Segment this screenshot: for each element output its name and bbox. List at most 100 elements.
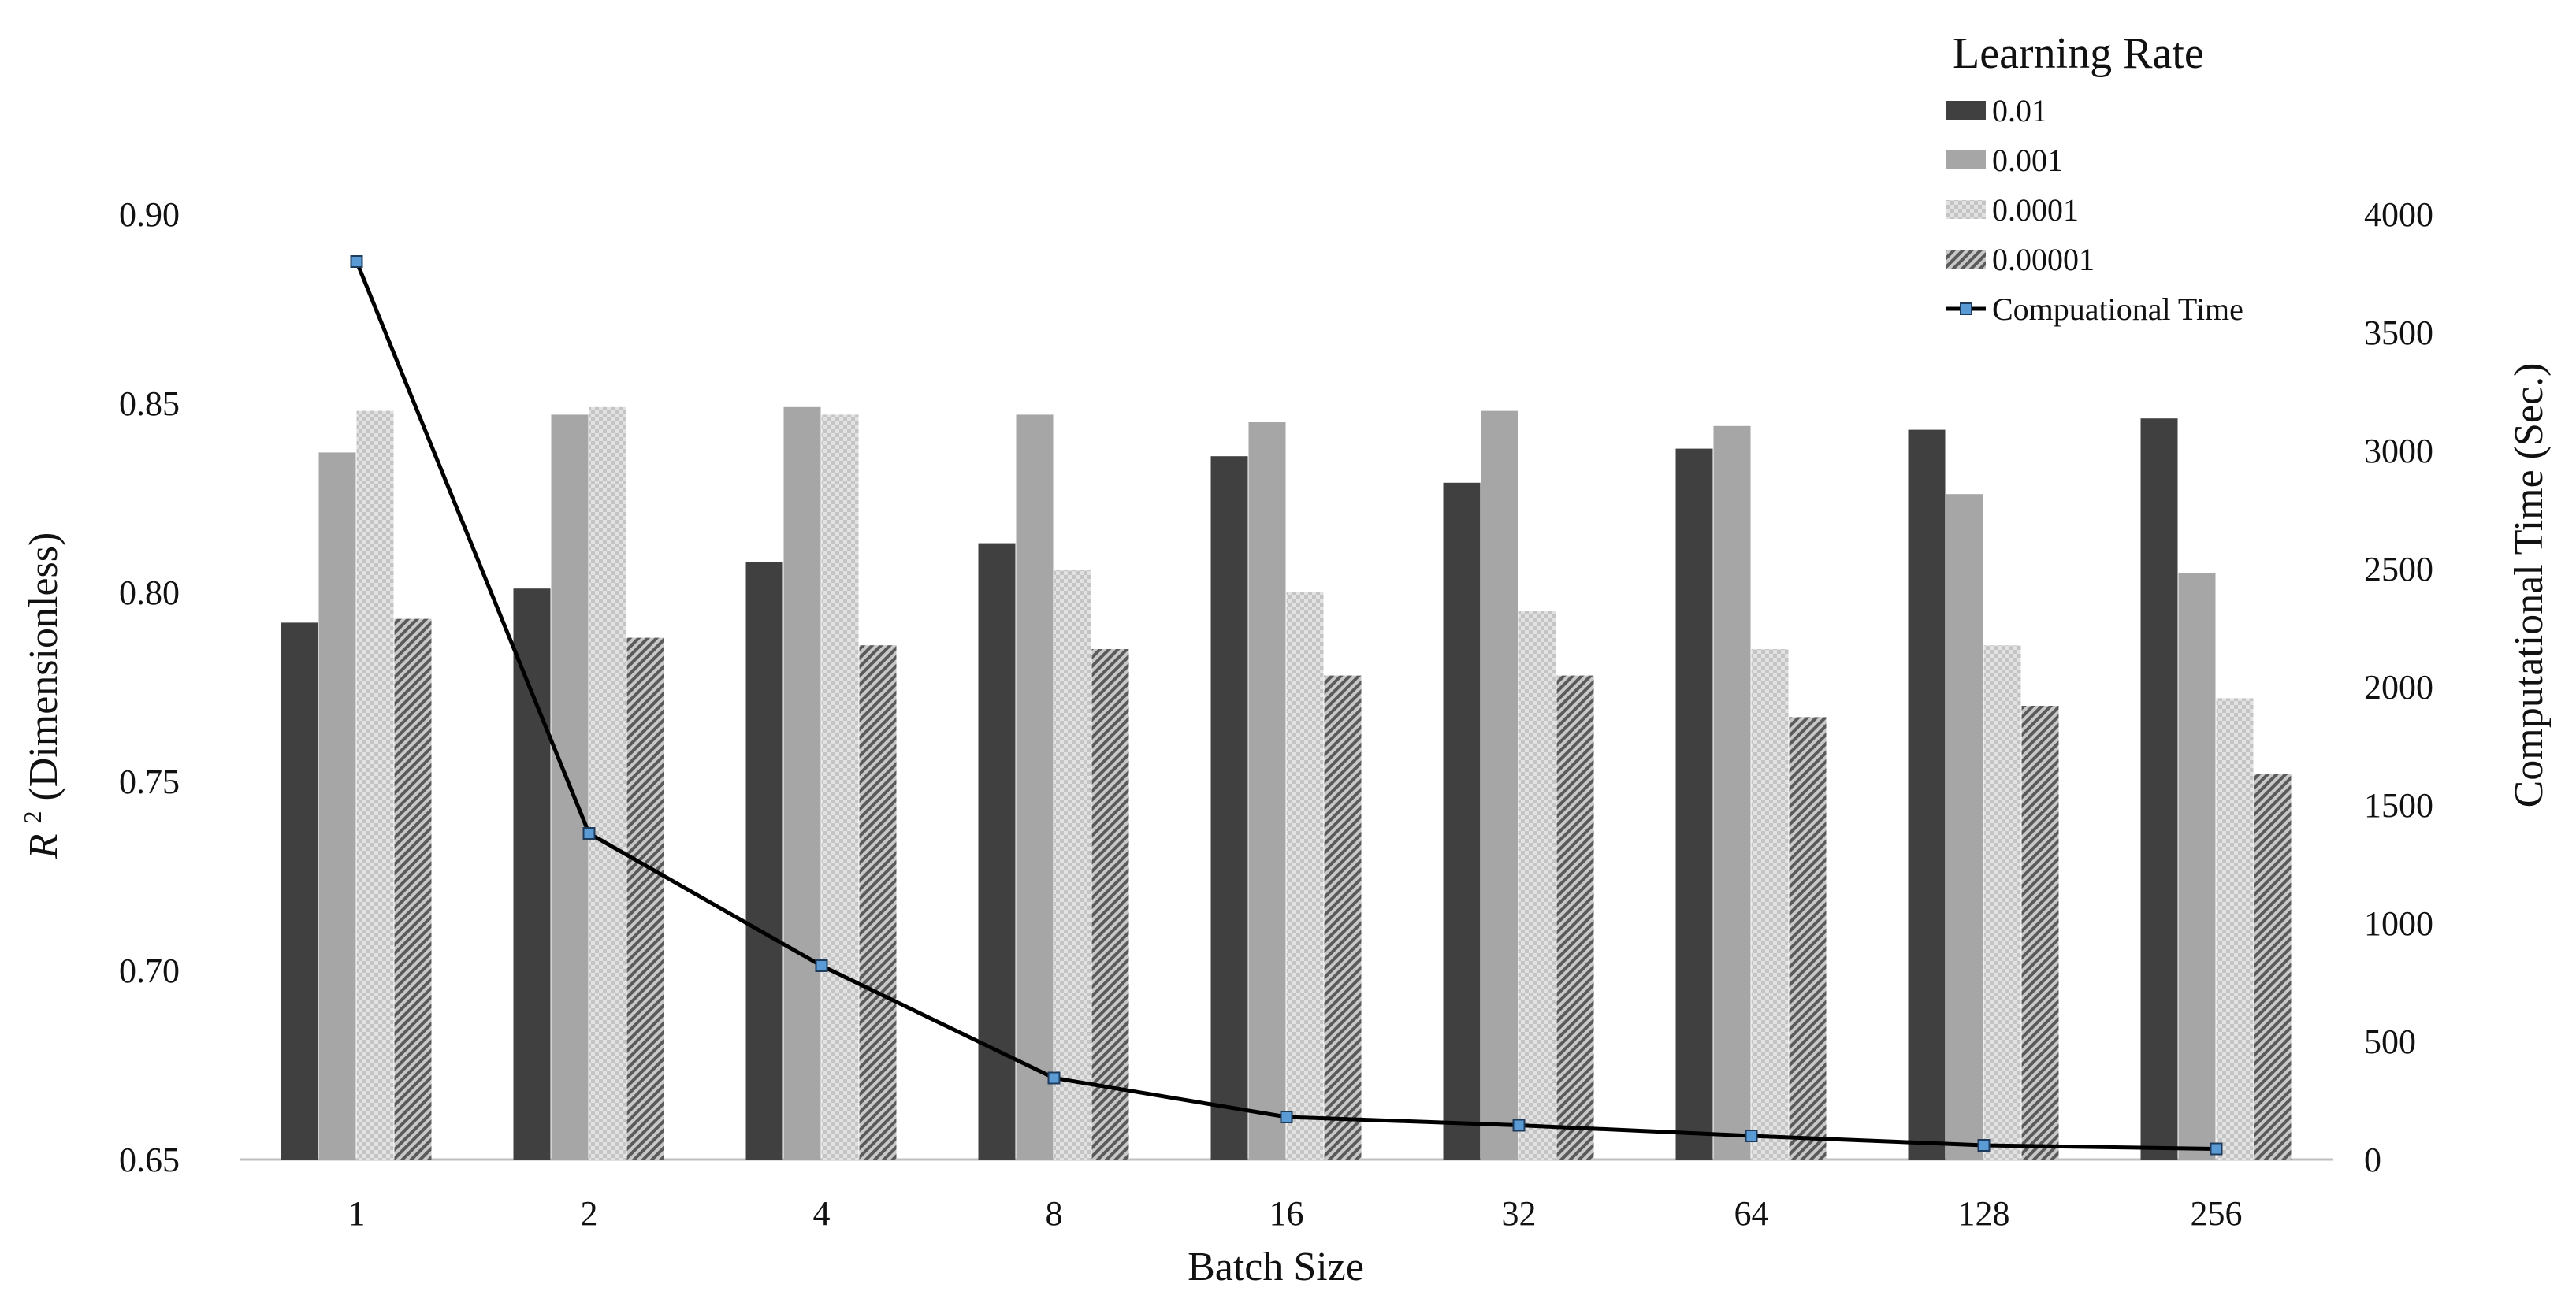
legend-swatch (1946, 200, 1986, 219)
x-tick-label: 32 (1502, 1194, 1537, 1233)
time-marker (815, 959, 828, 972)
x-tick-label: 16 (1269, 1194, 1304, 1233)
bar (1054, 570, 1091, 1160)
bar (1789, 717, 1827, 1160)
y2-tick-label: 0 (2364, 1141, 2381, 1179)
bars-layer (281, 406, 2292, 1160)
bar (1016, 414, 1054, 1160)
y2-tick-label: 3500 (2364, 314, 2433, 352)
y2-tick-label: 2500 (2364, 550, 2433, 588)
legend-label: 0.00001 (1992, 242, 2095, 277)
y-axis-title: R 2 (Dimensionless) (6, 532, 66, 860)
bar (783, 406, 821, 1160)
x-tick-label: 2 (581, 1194, 598, 1233)
legend-label: Compuational Time (1992, 291, 2243, 327)
legend-item: 0.001 (1946, 143, 2063, 178)
y-axis-right: 0 500 1000 1500 2000 2500 3000 3500 4000 (2364, 195, 2433, 1179)
bar (1248, 422, 1286, 1160)
bar (318, 452, 356, 1160)
bar (626, 637, 664, 1160)
y2-tick-label: 1500 (2364, 786, 2433, 825)
bar (1286, 592, 1324, 1160)
bar (978, 543, 1016, 1160)
y2-tick-label: 2000 (2364, 668, 2433, 707)
bar (821, 414, 859, 1160)
legend-item: 0.00001 (1946, 242, 2095, 277)
y2-tick-label: 500 (2364, 1022, 2416, 1061)
bar (745, 562, 783, 1160)
legend: Learning Rate 0.01 0.001 0.0001 0.00001 Comp… (1946, 29, 2243, 327)
x-tick-label: 4 (813, 1194, 831, 1233)
time-marker (1512, 1119, 1526, 1132)
legend-title: Learning Rate (1953, 29, 2204, 78)
bar (1210, 456, 1248, 1160)
legend-item: 0.01 (1946, 93, 2047, 128)
y2-axis-title: Computational Time (Sec.) (2507, 363, 2552, 808)
legend-label: 0.01 (1992, 93, 2047, 128)
bar (859, 645, 897, 1160)
bar (1675, 448, 1713, 1160)
y-axis-title-r: R (21, 834, 66, 860)
legend-swatch (1946, 250, 1986, 269)
legend-marker-swatch (1960, 302, 1972, 315)
legend-swatch (1946, 101, 1986, 120)
line-layer (350, 255, 2223, 1156)
legend-item: Compuational Time (1946, 291, 2243, 327)
bar (1713, 425, 1751, 1160)
bar (2254, 774, 2292, 1160)
bar (2140, 418, 2178, 1160)
y-axis-title-sup: 2 (18, 811, 46, 824)
x-axis: 1 2 4 8 16 32 64 128 256 (240, 1158, 2333, 1233)
bar (1443, 482, 1481, 1160)
series-0.01 (281, 418, 2178, 1160)
bar (2216, 698, 2254, 1160)
bar (589, 406, 626, 1160)
bar (513, 588, 551, 1160)
y-tick-label: 0.75 (119, 763, 180, 801)
bar (1983, 645, 2021, 1160)
y-axis-left: 0.65 0.70 0.75 0.80 0.85 0.90 (119, 195, 180, 1179)
series-0.001 (318, 406, 2216, 1160)
bar (356, 410, 394, 1160)
time-marker (1047, 1071, 1061, 1085)
y-tick-label: 0.90 (119, 195, 180, 234)
bar (1908, 429, 1946, 1160)
y2-tick-label: 3000 (2364, 432, 2433, 470)
x-axis-title: Batch Size (1188, 1245, 1364, 1289)
time-marker (1745, 1130, 1758, 1142)
bar (2178, 573, 2216, 1160)
legend-label: 0.001 (1992, 143, 2063, 178)
bar (1091, 649, 1129, 1160)
x-tick-label: 128 (1958, 1194, 2010, 1233)
bar (1518, 611, 1556, 1160)
bar (394, 618, 432, 1160)
series-0.0001 (356, 406, 2254, 1160)
bar (281, 622, 318, 1160)
series-0.00001 (394, 618, 2292, 1160)
legend-item: 0.0001 (1946, 192, 2079, 228)
y-axis-title-rest: (Dimensionless) (21, 532, 66, 801)
bar (1481, 410, 1518, 1160)
bar (1946, 494, 1983, 1160)
x-tick-label: 256 (2191, 1194, 2243, 1233)
time-marker (1977, 1139, 1991, 1152)
bar (2021, 706, 2059, 1160)
x-tick-label: 8 (1046, 1194, 1063, 1233)
legend-swatch (1946, 150, 1986, 169)
y-tick-label: 0.80 (119, 573, 180, 612)
y-tick-label: 0.65 (119, 1141, 180, 1179)
x-tick-label: 64 (1734, 1194, 1769, 1233)
time-marker (1280, 1111, 1293, 1123)
legend-label: 0.0001 (1992, 192, 2079, 228)
time-marker (582, 827, 596, 840)
bar (1324, 675, 1362, 1160)
bar (1751, 649, 1789, 1160)
y2-tick-label: 1000 (2364, 904, 2433, 943)
y-tick-label: 0.70 (119, 952, 180, 990)
y2-tick-label: 4000 (2364, 195, 2433, 234)
time-marker (350, 255, 363, 268)
x-tick-label: 1 (348, 1194, 366, 1233)
y-tick-label: 0.85 (119, 384, 180, 423)
bar (1556, 675, 1594, 1160)
